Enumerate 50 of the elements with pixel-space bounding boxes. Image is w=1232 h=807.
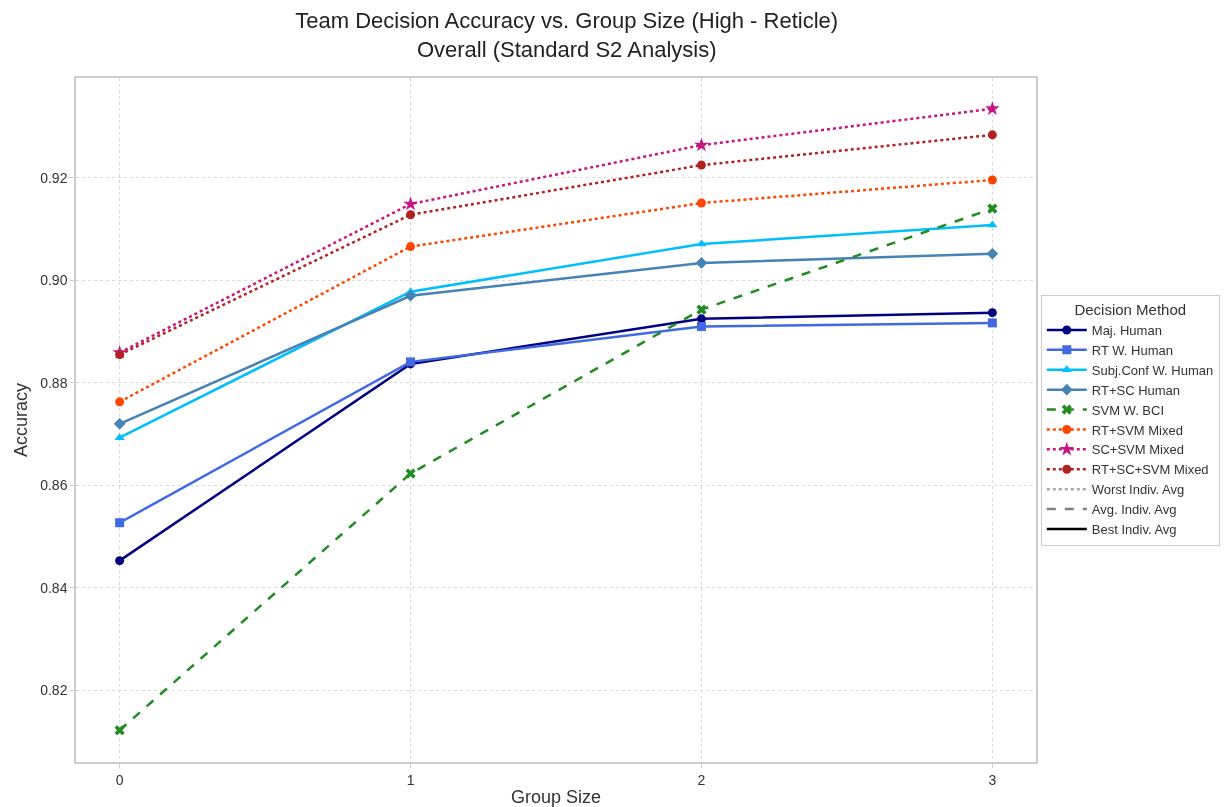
point [696, 304, 707, 315]
point [115, 518, 125, 528]
point [113, 417, 126, 430]
point [405, 468, 416, 479]
legend-label: RT W. Human [1091, 342, 1173, 358]
point [406, 210, 416, 220]
x-tick-label: 0 [115, 771, 124, 788]
legend-label: Worst Indiv. Avg [1091, 482, 1185, 498]
point [696, 239, 707, 247]
x-tick-label: 1 [406, 771, 415, 788]
chart-title: Team Decision Accuracy vs. Group Size (High - Reticle) Overall (Standard S2 Analysis) [295, 8, 839, 62]
x-tick-label: 2 [697, 771, 706, 788]
point [987, 318, 997, 328]
legend-label: SVM W. BCI [1091, 402, 1165, 418]
point [115, 556, 125, 566]
legend-label: Maj. Human [1091, 323, 1162, 339]
point [987, 203, 998, 214]
x-axis-title: Group Size [510, 787, 602, 807]
point [404, 289, 417, 302]
y-tick-label: 0.92 [40, 169, 68, 186]
x-tick-label: 3 [988, 771, 997, 788]
legend-label: RT+SC+SVM Mixed [1091, 462, 1209, 478]
legend-title: Decision Method [1074, 301, 1187, 318]
legend-label: Subj.Conf W. Human [1091, 362, 1214, 378]
y-tick-label: 0.88 [40, 374, 68, 391]
legend-label: RT+SVM Mixed [1091, 422, 1183, 438]
y-tick-label: 0.86 [40, 477, 68, 494]
point [115, 350, 125, 360]
point [986, 247, 999, 260]
point [985, 101, 1000, 115]
point [115, 397, 125, 407]
point [987, 308, 997, 318]
point [987, 130, 997, 140]
point [695, 257, 708, 269]
point [403, 196, 418, 211]
point [696, 160, 706, 170]
legend-label: RT+SC Human [1091, 382, 1181, 398]
y-tick-label: 0.82 [40, 682, 68, 699]
point [987, 175, 997, 185]
legend-label: SC+SVM Mixed [1091, 442, 1184, 458]
y-tick-label: 0.84 [40, 579, 68, 596]
y-axis-title: Accuracy [10, 382, 31, 458]
point [406, 242, 416, 252]
point [694, 137, 709, 152]
legend-label: Avg. Indiv. Avg [1091, 502, 1177, 518]
legend-label: Best Indiv. Avg [1091, 522, 1177, 538]
point [114, 725, 125, 736]
point [696, 321, 706, 331]
y-tick-label: 0.90 [40, 272, 68, 289]
point [696, 198, 706, 208]
